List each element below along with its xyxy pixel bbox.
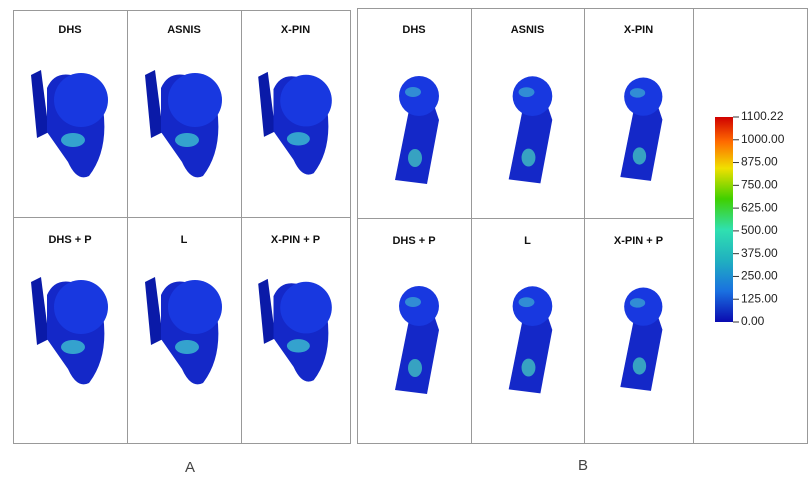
scale-label: 875.00 bbox=[741, 155, 778, 169]
fe-model-image bbox=[620, 78, 662, 181]
scale-label: 0.00 bbox=[741, 314, 765, 328]
panel-label: B bbox=[578, 457, 588, 474]
fe-model-image bbox=[258, 72, 332, 175]
cell-label: L bbox=[181, 234, 188, 246]
cell-label: DHS + P bbox=[392, 235, 435, 247]
scale-label: 125.00 bbox=[741, 291, 778, 305]
fe-model-image bbox=[258, 279, 332, 382]
figure: DHS ASNIS X-PIN DHS + P L X-PIN + P A DHS ASNIS X… bbox=[0, 0, 809, 478]
cell-label: ASNIS bbox=[511, 24, 545, 36]
scale-label: 1000.00 bbox=[741, 132, 785, 146]
fe-model-image bbox=[145, 277, 222, 384]
panel-label: A bbox=[185, 459, 195, 476]
fe-model-image bbox=[620, 288, 662, 391]
cell-label: ASNIS bbox=[167, 24, 201, 36]
fe-model-image bbox=[509, 76, 553, 183]
cell-label: DHS bbox=[402, 24, 425, 36]
cell-label: X-PIN + P bbox=[614, 235, 663, 247]
scale-label: 1100.22 bbox=[741, 109, 784, 123]
scale-label: 625.00 bbox=[741, 200, 778, 214]
scale-label: 375.00 bbox=[741, 246, 778, 260]
cell-label: X-PIN bbox=[281, 24, 310, 36]
fe-model-image bbox=[509, 286, 553, 393]
cell-label: X-PIN bbox=[624, 24, 653, 36]
scale-label: 250.00 bbox=[741, 269, 778, 283]
scale-label: 500.00 bbox=[741, 223, 778, 237]
color-bar bbox=[715, 117, 733, 322]
fe-model-image bbox=[31, 70, 108, 177]
fe-model-image bbox=[395, 286, 439, 394]
cell-label: DHS + P bbox=[48, 234, 91, 246]
scale-label: 750.00 bbox=[741, 178, 778, 192]
fe-model-image bbox=[395, 76, 439, 184]
cell-label: X-PIN + P bbox=[271, 234, 320, 246]
fe-model-image bbox=[145, 70, 222, 177]
cell-label: L bbox=[524, 235, 531, 247]
cell-label: DHS bbox=[58, 24, 81, 36]
fe-model-image bbox=[31, 277, 108, 384]
